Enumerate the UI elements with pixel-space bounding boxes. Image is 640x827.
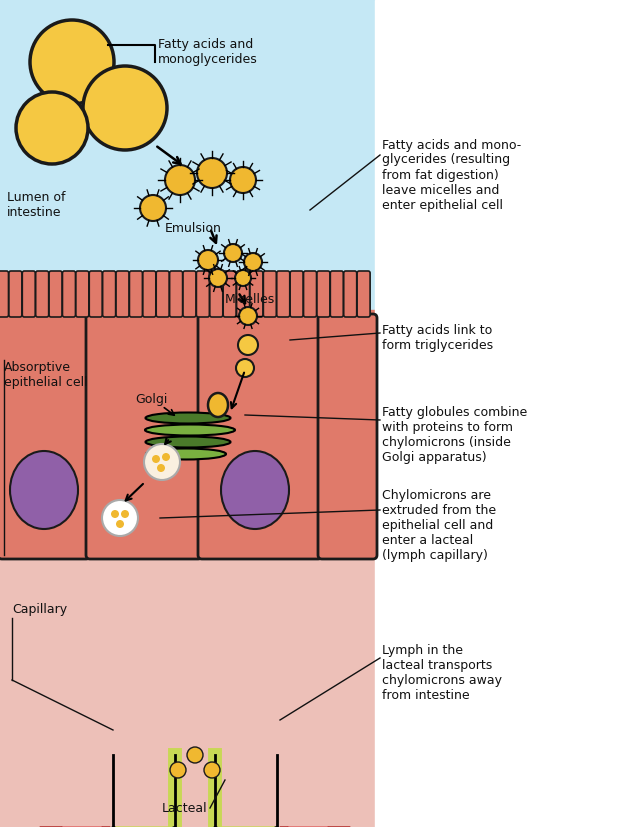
Circle shape (165, 165, 195, 195)
FancyBboxPatch shape (210, 271, 223, 317)
FancyBboxPatch shape (250, 271, 263, 317)
FancyBboxPatch shape (170, 271, 182, 317)
Ellipse shape (10, 451, 78, 529)
Text: Fatty acids and mono-
glycerides (resulting
from fat digestion)
leave micelles a: Fatty acids and mono- glycerides (result… (382, 138, 521, 212)
FancyBboxPatch shape (237, 271, 250, 317)
Bar (0, 310, 375, 560)
Circle shape (121, 510, 129, 518)
Text: Absorptive
epithelial cell: Absorptive epithelial cell (4, 361, 88, 389)
Circle shape (116, 520, 124, 528)
FancyBboxPatch shape (276, 271, 290, 317)
Circle shape (162, 453, 170, 461)
Bar (0, 560, 375, 827)
Circle shape (236, 359, 254, 377)
Circle shape (209, 269, 227, 287)
FancyBboxPatch shape (357, 271, 370, 317)
Circle shape (238, 335, 258, 355)
Circle shape (140, 195, 166, 221)
FancyBboxPatch shape (129, 271, 143, 317)
Circle shape (187, 747, 203, 763)
Circle shape (198, 250, 218, 270)
Circle shape (244, 253, 262, 271)
FancyBboxPatch shape (344, 271, 356, 317)
FancyBboxPatch shape (116, 271, 129, 317)
Text: Fatty acids and
monoglycerides: Fatty acids and monoglycerides (158, 38, 258, 66)
Ellipse shape (146, 448, 226, 460)
Circle shape (144, 444, 180, 480)
Text: Chylomicrons are
extruded from the
epithelial cell and
enter a lacteal
(lymph ca: Chylomicrons are extruded from the epith… (382, 489, 496, 562)
Ellipse shape (208, 393, 228, 417)
Circle shape (230, 167, 256, 193)
Circle shape (102, 500, 138, 536)
Circle shape (235, 270, 251, 286)
FancyBboxPatch shape (183, 271, 196, 317)
Circle shape (197, 158, 227, 188)
FancyBboxPatch shape (0, 271, 8, 317)
FancyBboxPatch shape (9, 271, 22, 317)
Circle shape (152, 455, 160, 463)
Circle shape (111, 510, 119, 518)
Text: Lacteal: Lacteal (162, 801, 208, 815)
Text: Lymph in the
lacteal transports
chylomicrons away
from intestine: Lymph in the lacteal transports chylomic… (382, 644, 502, 702)
Ellipse shape (145, 437, 230, 447)
FancyBboxPatch shape (317, 271, 330, 317)
FancyBboxPatch shape (102, 271, 116, 317)
FancyBboxPatch shape (223, 271, 236, 317)
Text: Micelles: Micelles (225, 293, 275, 306)
Text: Fatty acids link to
form triglycerides: Fatty acids link to form triglycerides (382, 324, 493, 352)
Text: Golgi: Golgi (135, 394, 168, 407)
Bar (375, 0, 640, 827)
Circle shape (170, 762, 186, 778)
Ellipse shape (221, 451, 289, 529)
Circle shape (157, 464, 165, 472)
Text: Fatty globules combine
with proteins to form
chylomicrons (inside
Golgi apparatu: Fatty globules combine with proteins to … (382, 406, 527, 464)
FancyBboxPatch shape (36, 271, 49, 317)
Text: Emulsion: Emulsion (165, 222, 222, 235)
FancyBboxPatch shape (263, 271, 276, 317)
FancyBboxPatch shape (89, 271, 102, 317)
FancyBboxPatch shape (63, 271, 76, 317)
FancyBboxPatch shape (76, 271, 89, 317)
Ellipse shape (145, 424, 235, 436)
FancyBboxPatch shape (198, 314, 322, 559)
FancyBboxPatch shape (196, 271, 209, 317)
Circle shape (83, 66, 167, 150)
Bar (0, 0, 375, 310)
FancyBboxPatch shape (0, 314, 90, 559)
FancyBboxPatch shape (86, 314, 202, 559)
Text: Capillary: Capillary (12, 604, 67, 616)
FancyBboxPatch shape (49, 271, 62, 317)
Circle shape (239, 307, 257, 325)
Circle shape (224, 244, 242, 262)
Ellipse shape (145, 413, 230, 423)
FancyBboxPatch shape (156, 271, 169, 317)
Circle shape (204, 762, 220, 778)
FancyBboxPatch shape (330, 271, 343, 317)
FancyBboxPatch shape (143, 271, 156, 317)
FancyBboxPatch shape (303, 271, 317, 317)
FancyBboxPatch shape (22, 271, 35, 317)
Circle shape (30, 20, 114, 104)
FancyBboxPatch shape (318, 314, 377, 559)
Text: Lumen of
intestine: Lumen of intestine (7, 191, 65, 219)
FancyBboxPatch shape (290, 271, 303, 317)
Circle shape (16, 92, 88, 164)
